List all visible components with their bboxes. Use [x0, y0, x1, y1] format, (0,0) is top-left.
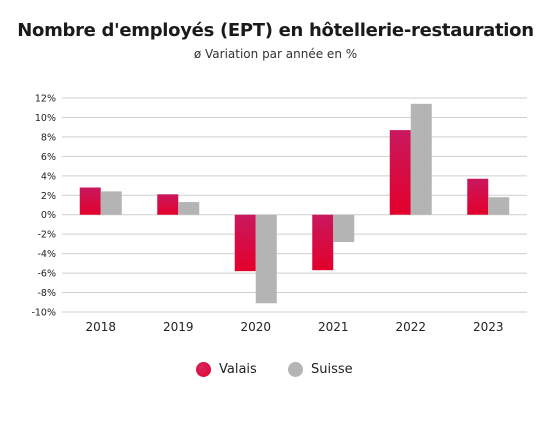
bar-suisse-2023 — [488, 197, 510, 215]
x-tick-label: 2018 — [85, 320, 116, 334]
legend-swatch-valais — [196, 362, 211, 377]
x-tick-label: 2023 — [473, 320, 504, 334]
y-tick-label: 10% — [35, 113, 56, 124]
bars — [79, 103, 510, 304]
y-tick-label: 0% — [41, 210, 56, 221]
bar-suisse-2018 — [100, 191, 122, 215]
chart-title: Nombre d'employés (EPT) en hôtellerie-re… — [17, 20, 534, 41]
y-tick-label: 2% — [41, 191, 56, 202]
legend-item-valais: Valais — [196, 362, 257, 377]
x-tick-label: 2021 — [318, 320, 349, 334]
y-tick-label: 4% — [41, 171, 56, 182]
y-tick-label: -6% — [38, 269, 57, 280]
bar-suisse-2020 — [255, 214, 277, 304]
x-tick-label: 2019 — [163, 320, 194, 334]
y-tick-label: -10% — [31, 308, 56, 319]
bar-valais-2020 — [234, 214, 256, 272]
legend-label-suisse: Suisse — [311, 362, 353, 377]
bar-valais-2022 — [389, 130, 411, 215]
legend-label-valais: Valais — [219, 362, 257, 377]
bar-suisse-2019 — [178, 202, 200, 215]
x-tick-label: 2022 — [395, 320, 426, 334]
legend-item-suisse: Suisse — [288, 362, 353, 377]
bar-suisse-2022 — [410, 103, 432, 215]
chart-subtitle: ø Variation par année en % — [193, 47, 358, 61]
y-tick-label: 6% — [41, 152, 56, 163]
y-axis-ticks: -10% -8% -6% -4% -2% 0% 2% 4% 6% 8% 10% 12% — [31, 94, 56, 319]
x-tick-label: 2020 — [240, 320, 271, 334]
y-tick-label: -2% — [38, 230, 57, 241]
legend: Valais Suisse — [0, 362, 551, 382]
bar-valais-2018 — [79, 187, 101, 215]
y-tick-label: 12% — [35, 94, 56, 105]
bar-valais-2023 — [467, 178, 489, 215]
y-tick-label: 8% — [41, 132, 56, 143]
bar-suisse-2021 — [333, 214, 355, 242]
y-tick-label: -8% — [38, 288, 57, 299]
bar-valais-2019 — [157, 194, 179, 215]
y-tick-label: -4% — [38, 249, 57, 260]
bar-valais-2021 — [312, 214, 334, 271]
legend-swatch-suisse — [288, 362, 303, 377]
x-axis-ticks: 2018 2019 2020 2021 2022 2023 — [85, 320, 503, 334]
grid-lines — [62, 97, 527, 313]
